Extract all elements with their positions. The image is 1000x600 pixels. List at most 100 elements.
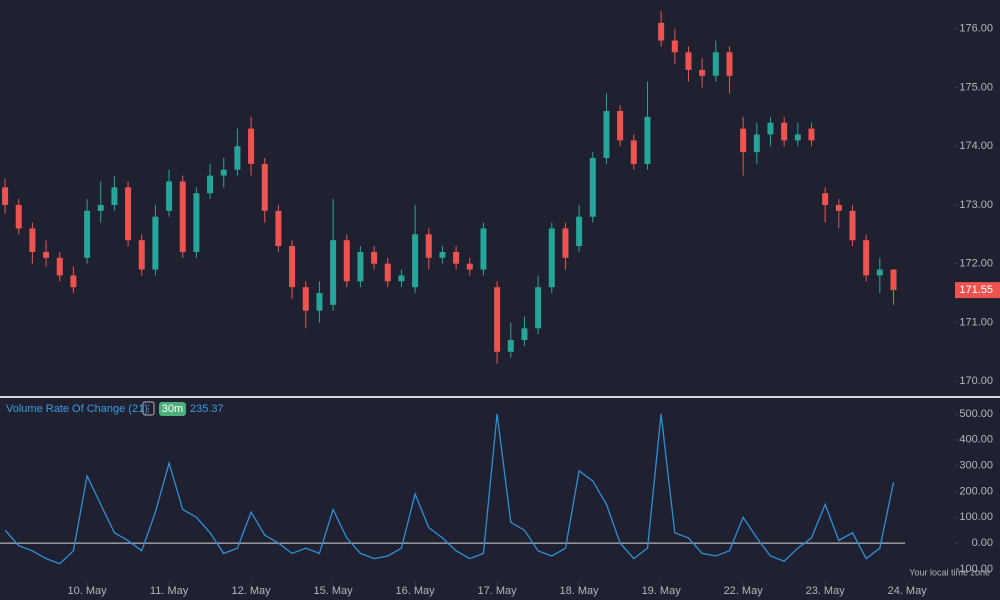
candle-body <box>453 251 460 264</box>
x-tick-label: 11. May <box>150 585 189 597</box>
candle-body <box>425 234 432 258</box>
y-tick-label: 172.00 <box>959 258 993 270</box>
y-tick-label: 171.00 <box>959 316 993 328</box>
candle-body <box>849 210 856 241</box>
candle-body <box>207 175 214 194</box>
candle-body <box>835 204 842 211</box>
candle-body <box>289 246 296 288</box>
x-tick-label: 19. May <box>642 585 682 597</box>
timezone-label: Your local time zone <box>909 567 990 577</box>
x-tick-label: 12. May <box>232 585 272 597</box>
x-tick-label: 10. May <box>67 585 107 597</box>
last-price-label: 171.55 <box>959 284 993 296</box>
candle-body <box>111 187 118 205</box>
candle-body <box>248 128 255 164</box>
candle-body <box>412 234 419 288</box>
y-tick-label: 175.00 <box>959 81 993 93</box>
candle-body <box>589 157 596 217</box>
candle-body <box>699 69 706 76</box>
candle-body <box>466 263 473 270</box>
y-tick-label: 100.00 <box>959 511 993 523</box>
x-tick-label: 23. May <box>806 585 846 597</box>
candle-body <box>261 163 268 211</box>
x-tick-label: 16. May <box>396 585 436 597</box>
x-tick-label: 17. May <box>478 585 518 597</box>
candle-body <box>658 22 665 41</box>
y-tick-label: 174.00 <box>959 140 993 152</box>
settings-dots: ⋮ <box>144 403 153 413</box>
candle-body <box>890 269 897 291</box>
last-price-tag <box>955 282 1000 299</box>
y-tick-label: 200.00 <box>959 485 993 497</box>
candle-body <box>343 240 350 282</box>
candle-body <box>70 275 77 288</box>
y-tick-label: -100.00 <box>956 563 993 575</box>
candle-body <box>234 146 241 170</box>
candle-body <box>97 204 104 211</box>
indicator-title: Volume Rate Of Change (21) <box>6 403 148 415</box>
candle-body <box>439 251 446 258</box>
candle-body <box>125 187 132 241</box>
x-tick-label: 24. May <box>888 585 928 597</box>
candle-body <box>152 216 159 270</box>
candle-body <box>863 240 870 276</box>
settings-icon[interactable] <box>142 401 155 416</box>
candle-body <box>644 116 651 164</box>
y-tick-label: 400.00 <box>959 434 993 446</box>
candle-body <box>43 251 50 258</box>
candle-body <box>494 287 501 352</box>
candle-body <box>56 257 63 276</box>
candle-body <box>794 134 801 141</box>
candle-body <box>29 228 36 252</box>
candle-body <box>179 181 186 252</box>
candle-body <box>753 134 760 153</box>
candle-body <box>535 287 542 329</box>
candle-body <box>84 210 91 258</box>
candle-body <box>220 169 227 176</box>
candle-body <box>2 187 9 205</box>
candle-body <box>822 193 829 205</box>
candle-body <box>384 263 391 282</box>
candle-body <box>726 52 733 76</box>
candle-body <box>712 52 719 76</box>
candle-body <box>630 140 637 164</box>
candle-body <box>330 240 337 305</box>
indicator-value: 235.37 <box>190 403 224 415</box>
candle-body <box>15 204 22 229</box>
y-tick-label: 500.00 <box>959 408 993 420</box>
candle-body <box>302 287 309 311</box>
candle-body <box>576 216 583 247</box>
candle-body <box>166 181 173 211</box>
roc-line <box>4 413 895 565</box>
candle-body <box>603 110 610 158</box>
candle-body <box>357 251 364 282</box>
candle-body <box>562 228 569 258</box>
candle-body <box>138 240 145 270</box>
candle-body <box>740 128 747 153</box>
y-tick-label: 170.00 <box>959 375 993 387</box>
x-tick-label: 22. May <box>724 585 764 597</box>
y-tick-label: 176.00 <box>959 23 993 35</box>
candle-body <box>781 122 788 141</box>
candle-body <box>521 328 528 341</box>
candle-body <box>617 110 624 141</box>
candle-body <box>671 40 678 53</box>
y-tick-label: 173.00 <box>959 199 993 211</box>
candle-body <box>685 52 692 70</box>
y-tick-label: 300.00 <box>959 460 993 472</box>
candle-body <box>398 275 405 282</box>
candle-body <box>548 228 555 288</box>
candle-body <box>767 122 774 135</box>
candle-body <box>193 193 200 252</box>
x-tick-label: 18. May <box>560 585 600 597</box>
candle-body <box>316 293 323 311</box>
x-tick-label: 15. May <box>314 585 354 597</box>
candle-body <box>371 251 378 264</box>
interval-label: 30m <box>162 403 183 415</box>
y-tick-label: 0.00 <box>972 537 993 549</box>
candle-body <box>808 128 815 141</box>
candle-body <box>275 210 282 247</box>
interval-badge <box>159 402 186 416</box>
candle-body <box>480 228 487 270</box>
